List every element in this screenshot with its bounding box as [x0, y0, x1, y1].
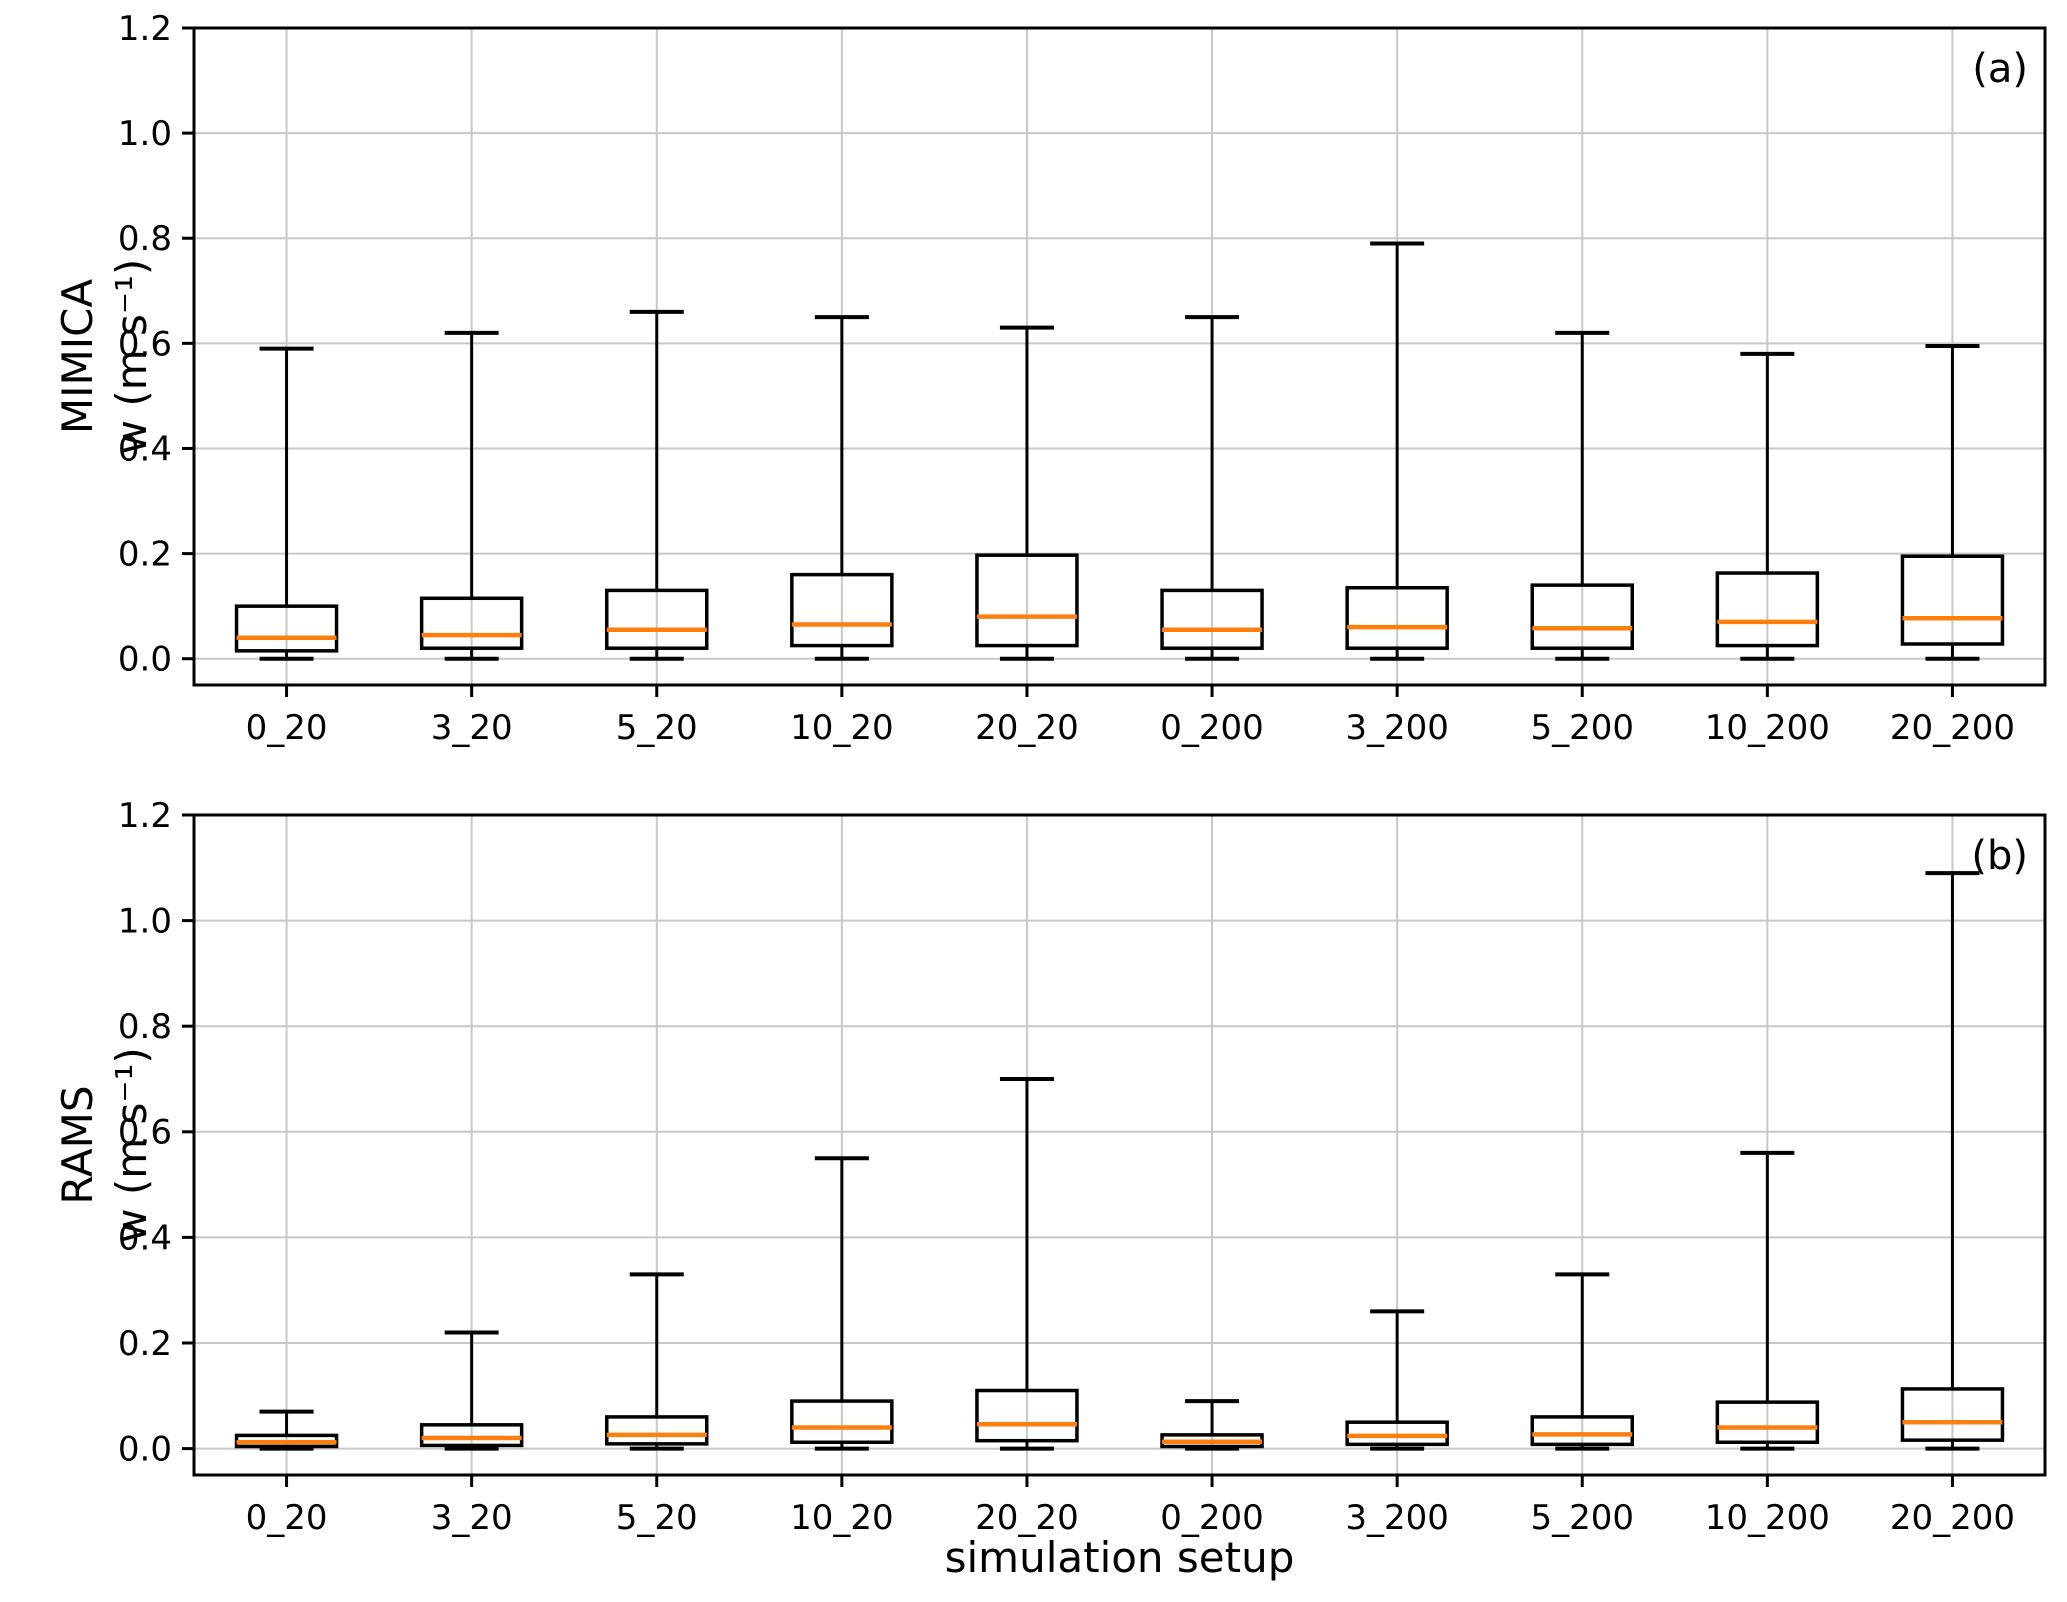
y-axis-unit-label: w (m s⁻¹) — [107, 1047, 156, 1243]
x-tick-label: 0_20 — [246, 1498, 328, 1538]
iqr-box — [419, 1423, 524, 1448]
x-tick-label: 0_200 — [1160, 708, 1264, 748]
iqr-box — [1715, 1400, 1820, 1445]
x-tick-label: 0_20 — [246, 708, 328, 748]
iqr-box — [1715, 571, 1820, 648]
box-group-3_20 — [419, 330, 524, 661]
panel-letter: (a) — [1972, 46, 2028, 92]
x-tick-label: 5_200 — [1530, 708, 1634, 748]
box-group-3_20 — [419, 1330, 524, 1451]
box-group-10_20 — [790, 1156, 894, 1451]
y-tick-label: 1.0 — [118, 114, 172, 154]
iqr-box — [1900, 1387, 2005, 1442]
panel-b: 0.0 0.2 0.4 0.6 0.8 1.0 1.2 0_20 3_20 5_20 10_20 20… — [53, 796, 2047, 1582]
y-tick-label: 0.6 — [118, 324, 172, 364]
iqr-box — [419, 596, 524, 650]
y-axis-unit-label: w (m s⁻¹) — [107, 259, 156, 455]
x-tick-label: 5_200 — [1530, 1498, 1634, 1538]
y-axis-model-label: MIMICA — [53, 279, 102, 435]
iqr-box — [1900, 554, 2005, 646]
y-tick-label: 0.4 — [118, 429, 172, 469]
box-group-0_200 — [1160, 1399, 1264, 1451]
box-group-10_20 — [790, 315, 894, 661]
y-tick-label: 0.8 — [118, 1007, 172, 1047]
box-group-0_200 — [1160, 315, 1264, 661]
box-group-20_20 — [975, 1077, 1079, 1451]
box-group-3_200 — [1345, 241, 1449, 661]
y-tick-label: 1.0 — [118, 902, 172, 942]
box-group-20_200 — [1900, 871, 2005, 1451]
x-tick-label: 20_20 — [975, 708, 1079, 748]
box-group-10_200 — [1715, 1150, 1820, 1451]
iqr-box — [790, 1399, 894, 1445]
box-group-5_20 — [605, 309, 709, 661]
y-tick-label: 1.2 — [118, 9, 172, 49]
axes-frame — [192, 813, 2047, 1477]
y-tick-label: 1.2 — [118, 796, 172, 836]
box-group-10_200 — [1715, 351, 1820, 661]
x-tick-label: 10_20 — [790, 1498, 894, 1538]
box-group-5_200 — [1530, 330, 1634, 661]
iqr-box — [1530, 1415, 1634, 1447]
y-tick-label: 0.4 — [118, 1218, 172, 1258]
x-tick-label: 10_200 — [1705, 708, 1830, 748]
y-tick-label: 0.8 — [118, 219, 172, 259]
x-tick-label: 3_200 — [1345, 708, 1449, 748]
iqr-box — [605, 588, 709, 650]
x-axis-title: simulation setup — [945, 1533, 1295, 1582]
iqr-box — [790, 572, 894, 648]
y-tick-label: 0.2 — [118, 1324, 172, 1364]
y-tick-label: 0.0 — [118, 1430, 172, 1470]
x-tick-label: 20_20 — [975, 1498, 1079, 1538]
box-group-5_200 — [1530, 1272, 1634, 1451]
x-tick-label: 5_20 — [616, 1498, 698, 1538]
panel-letter: (b) — [1971, 833, 2028, 879]
iqr-box — [1345, 1420, 1449, 1447]
y-tick-label: 0.6 — [118, 1113, 172, 1153]
box-group-0_20 — [234, 1409, 339, 1451]
x-tick-label: 3_20 — [431, 1498, 513, 1538]
y-axis-model-label: RAMS — [53, 1085, 102, 1204]
x-tick-label: 20_200 — [1890, 708, 2015, 748]
x-tick-label: 5_20 — [616, 708, 698, 748]
x-tick-label: 3_20 — [431, 708, 513, 748]
x-tick-label: 10_200 — [1705, 1498, 1830, 1538]
x-tick-label: 0_200 — [1160, 1498, 1264, 1538]
iqr-box — [1530, 583, 1634, 650]
x-tick-label: 20_200 — [1890, 1498, 2015, 1538]
y-tick-label: 0.0 — [118, 640, 172, 680]
x-tick-label: 10_20 — [790, 708, 894, 748]
panel-a: 0.0 0.2 0.4 0.6 0.8 1.0 1.2 0_20 3_20 5_20 10_20 20… — [53, 9, 2047, 748]
iqr-box — [1160, 588, 1264, 650]
iqr-box — [605, 1415, 709, 1446]
box-group-20_20 — [975, 325, 1079, 661]
iqr-box — [1345, 586, 1449, 650]
iqr-box — [975, 553, 1079, 648]
y-tick-label: 0.2 — [118, 535, 172, 575]
x-tick-label: 3_200 — [1345, 1498, 1449, 1538]
axes-frame — [192, 26, 2047, 687]
box-group-5_20 — [605, 1272, 709, 1451]
box-group-20_200 — [1900, 343, 2005, 661]
iqr-box — [234, 604, 339, 653]
box-group-3_200 — [1345, 1309, 1449, 1451]
iqr-box — [975, 1388, 1079, 1443]
box-group-0_20 — [234, 346, 339, 661]
